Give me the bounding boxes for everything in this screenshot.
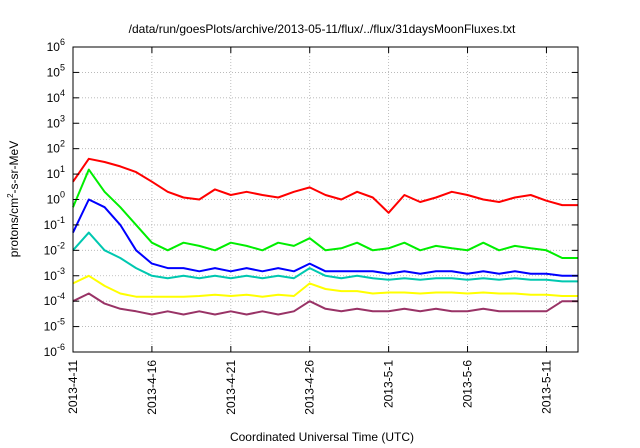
- y-tick-base: 10: [47, 116, 61, 130]
- y-axis-label: protons/cm2-s-sr-MeV: [6, 141, 21, 257]
- y-tick-label: 10-6: [44, 342, 65, 359]
- x-tick-label: 2013-5-1: [382, 360, 396, 408]
- y-tick-exponent: -1: [57, 215, 65, 225]
- x-tick-label: 2013-4-21: [224, 360, 238, 415]
- x-tick-label: 2013-4-16: [145, 360, 159, 415]
- y-axis-label-sup: 2: [6, 193, 15, 198]
- y-tick-exponent: -3: [57, 266, 65, 276]
- y-tick-label: 10-5: [44, 317, 65, 334]
- y-tick-base: 10: [44, 269, 58, 283]
- y-tick-exponent: -5: [57, 317, 65, 327]
- y-tick-label: 106: [47, 37, 65, 54]
- y-tick-exponent: -4: [57, 291, 65, 301]
- y-tick-base: 10: [44, 345, 58, 359]
- y-tick-base: 10: [44, 320, 58, 334]
- y-tick-exponent: 0: [60, 190, 65, 200]
- y-tick-base: 10: [44, 218, 58, 232]
- y-tick-label: 103: [47, 113, 65, 130]
- series-group: [72, 157, 578, 316]
- y-tick-exponent: 3: [60, 113, 65, 123]
- x-tick-label: 2013-5-11: [539, 360, 553, 414]
- y-axis-label-units: -s-sr-MeV: [7, 141, 21, 194]
- y-tick-label: 100: [47, 190, 65, 207]
- series-line-5: [72, 274, 578, 298]
- series-line-4: [72, 231, 578, 283]
- x-axis: 2013-4-11 2013-4-16 2013-4-21 2013-4-26 2013…: [66, 47, 553, 415]
- y-tick-base: 10: [44, 243, 58, 257]
- series-line-1: [72, 157, 578, 214]
- y-tick-base: 10: [44, 294, 58, 308]
- y-tick-base: 10: [47, 167, 61, 181]
- y-tick-label: 10-1: [44, 215, 65, 232]
- y-tick-exponent: 6: [60, 37, 65, 47]
- y-tick-label: 10-3: [44, 266, 65, 283]
- x-tick-label: 2013-4-11: [66, 360, 80, 414]
- y-tick-base: 10: [47, 40, 61, 54]
- y-tick-exponent: 5: [60, 62, 65, 72]
- y-tick-label: 10-2: [44, 240, 65, 257]
- y-tick-base: 10: [47, 142, 61, 156]
- x-axis-label: Coordinated Universal Time (UTC): [230, 430, 414, 444]
- y-tick-label: 105: [47, 62, 65, 79]
- series-line-6: [72, 292, 578, 316]
- y-tick-exponent: -2: [57, 240, 65, 250]
- chart-title: /data/run/goesPlots/archive/2013-05-11/f…: [129, 22, 516, 36]
- y-tick-exponent: -6: [57, 342, 65, 352]
- y-tick-exponent: 1: [60, 164, 65, 174]
- y-tick-base: 10: [47, 193, 61, 207]
- y-tick-label: 104: [47, 88, 65, 105]
- y-axis: 10610510410310210110010-110-210-310-410-…: [44, 37, 578, 359]
- y-tick-label: 102: [47, 139, 65, 156]
- series-line-2: [72, 168, 578, 259]
- y-tick-base: 10: [47, 65, 61, 79]
- y-tick-label: 10-4: [44, 291, 65, 308]
- x-tick-label: 2013-4-26: [303, 360, 317, 415]
- y-tick-exponent: 2: [60, 139, 65, 149]
- y-axis-label-main: protons/cm: [7, 198, 21, 257]
- y-tick-label: 101: [47, 164, 65, 181]
- series-line-3: [72, 198, 578, 277]
- y-tick-base: 10: [47, 91, 61, 105]
- y-tick-exponent: 4: [60, 88, 65, 98]
- x-tick-label: 2013-5-6: [461, 360, 475, 408]
- grid: [72, 47, 578, 352]
